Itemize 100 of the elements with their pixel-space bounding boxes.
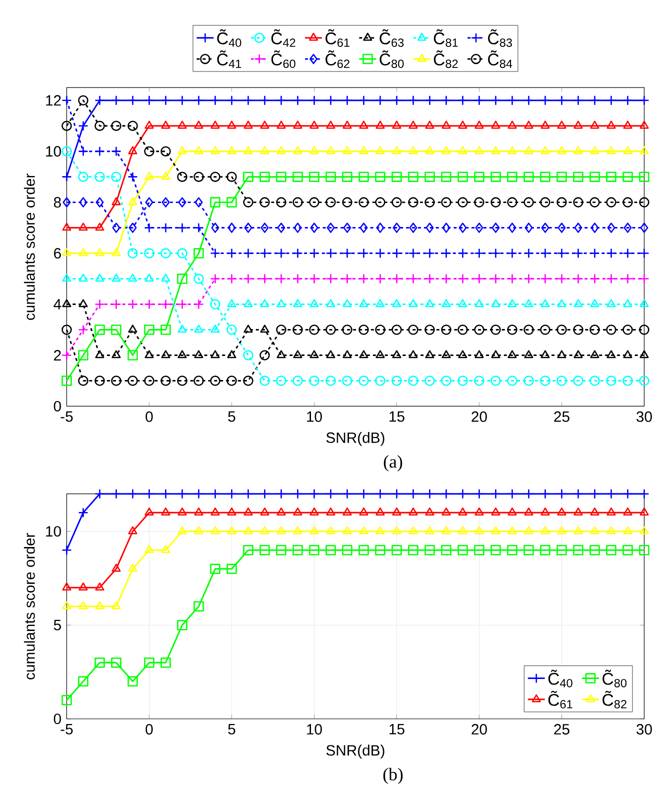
point	[606, 222, 615, 233]
point	[292, 324, 303, 335]
point	[111, 197, 121, 206]
point	[524, 299, 534, 308]
point	[276, 488, 286, 499]
point	[61, 146, 72, 156]
point	[276, 507, 286, 516]
point	[508, 222, 516, 233]
point	[144, 488, 154, 499]
point	[524, 507, 534, 516]
point	[506, 197, 518, 208]
point	[590, 120, 600, 129]
point	[358, 197, 369, 208]
point	[243, 146, 253, 154]
point	[606, 197, 616, 208]
point	[226, 146, 236, 154]
point	[490, 172, 501, 182]
point	[160, 274, 170, 282]
point	[242, 544, 254, 556]
point	[490, 248, 501, 258]
point	[556, 350, 566, 358]
point	[259, 248, 270, 258]
point	[606, 95, 616, 106]
point	[194, 324, 204, 333]
x-tick-label: -5	[60, 411, 72, 422]
point	[573, 526, 583, 534]
point	[639, 507, 649, 516]
point	[308, 197, 320, 208]
point	[540, 376, 550, 386]
point	[276, 299, 286, 308]
point	[144, 507, 154, 516]
point	[589, 488, 600, 499]
point	[193, 376, 204, 386]
point	[243, 507, 253, 516]
point	[358, 95, 369, 106]
x-tick-label: 10	[306, 411, 322, 422]
point	[408, 95, 418, 106]
point	[490, 146, 500, 154]
point	[556, 248, 567, 258]
point	[474, 507, 484, 516]
point	[210, 526, 220, 534]
point	[408, 248, 418, 258]
point	[457, 172, 468, 182]
point	[260, 222, 268, 233]
point	[292, 376, 303, 386]
point	[540, 146, 550, 154]
point	[210, 172, 220, 182]
point	[226, 376, 237, 386]
legend-label: C̃$_{63}$	[379, 29, 404, 47]
point	[375, 299, 385, 308]
point	[391, 274, 402, 284]
point	[556, 146, 566, 154]
point	[606, 299, 616, 308]
point	[94, 299, 105, 310]
legend-label: C̃$_{61}$	[325, 29, 350, 47]
point	[572, 324, 584, 335]
point	[259, 544, 270, 556]
point	[457, 544, 468, 556]
point	[160, 350, 170, 358]
point	[622, 299, 632, 308]
point	[160, 95, 171, 106]
point	[110, 488, 122, 499]
point	[524, 222, 532, 233]
x-tick-label: 15	[389, 724, 404, 734]
point	[556, 376, 567, 386]
legend-label: C̃$_{61}$	[548, 690, 572, 708]
point	[260, 146, 270, 154]
point	[408, 274, 418, 284]
point	[210, 197, 220, 208]
point	[326, 350, 336, 358]
point	[177, 324, 187, 333]
point	[242, 197, 254, 208]
point	[490, 376, 501, 386]
point	[342, 197, 352, 208]
point	[210, 350, 220, 358]
point	[94, 582, 104, 590]
point	[308, 544, 320, 556]
point	[292, 299, 302, 308]
point	[374, 488, 386, 499]
point	[540, 197, 550, 208]
point	[523, 544, 534, 556]
point	[474, 324, 484, 335]
point	[490, 544, 501, 556]
point	[425, 222, 434, 233]
point	[326, 507, 336, 516]
point	[176, 488, 188, 499]
point	[226, 120, 236, 129]
point	[259, 95, 270, 106]
point	[622, 172, 633, 182]
point	[490, 488, 501, 499]
point	[408, 299, 418, 308]
legend-label: C̃$_{82}$	[434, 50, 458, 68]
y-tick-label: 10	[46, 526, 61, 537]
point	[193, 172, 204, 182]
point	[574, 222, 582, 233]
point	[457, 324, 468, 335]
y-tick-label: 10	[46, 146, 61, 157]
point	[260, 120, 270, 129]
point	[638, 248, 650, 258]
point	[144, 376, 154, 386]
